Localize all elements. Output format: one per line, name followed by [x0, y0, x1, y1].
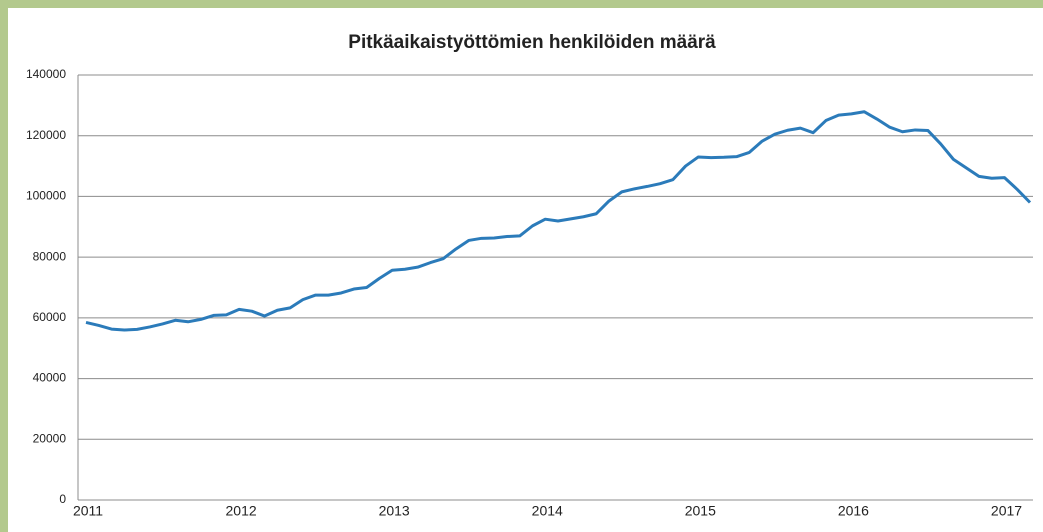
- chart-title: Pitkäaikaistyöttömien henkilöiden määrä: [348, 32, 716, 53]
- data-line: [85, 110, 1032, 332]
- x-tick-label: 2013: [379, 503, 410, 519]
- x-tick-label: 2014: [532, 503, 563, 519]
- y-tick-label: 20000: [33, 431, 67, 445]
- y-tick-label: 140000: [26, 67, 66, 81]
- x-tick-label: 2011: [73, 503, 103, 519]
- x-tick-label: 2016: [838, 503, 869, 519]
- chart-area: [8, 8, 1043, 532]
- x-tick-label: 2017: [991, 503, 1022, 519]
- y-tick-label: 60000: [33, 310, 67, 324]
- y-tick-label: 100000: [26, 189, 66, 203]
- x-tick-label: 2015: [685, 503, 716, 519]
- y-tick-label: 120000: [26, 128, 66, 142]
- y-tick-label: 0: [59, 492, 66, 506]
- x-tick-label: 2012: [226, 503, 257, 519]
- y-tick-label: 40000: [33, 371, 67, 385]
- y-tick-label: 80000: [33, 249, 67, 263]
